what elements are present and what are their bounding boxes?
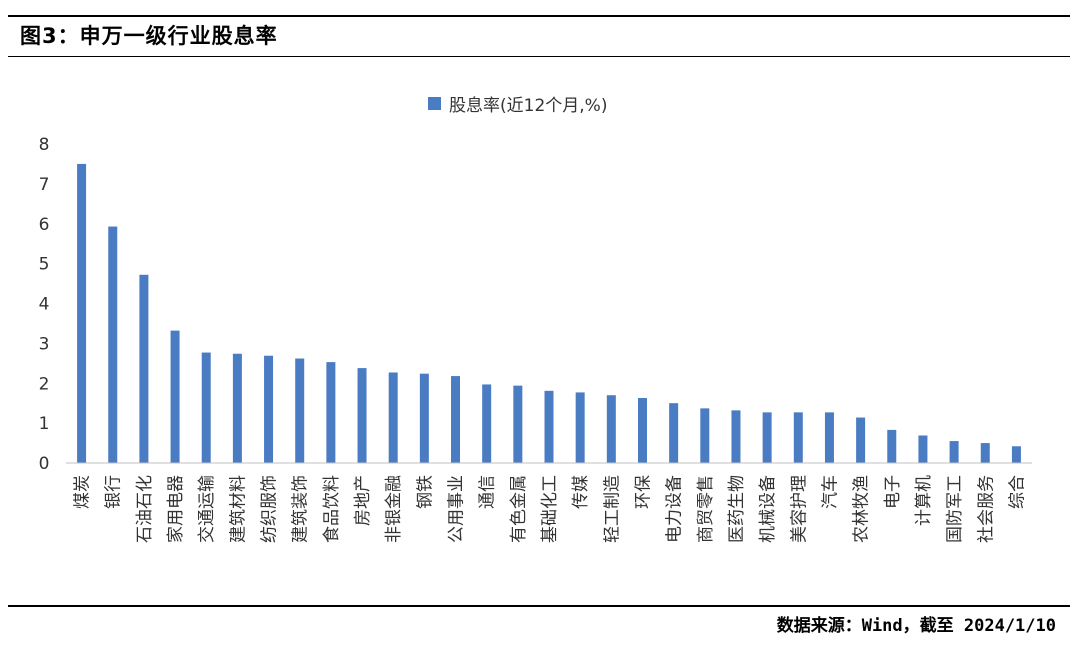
x-tick-label: 公用事业 — [447, 475, 467, 543]
chart-legend: 股息率(近12个月,%) — [428, 92, 608, 116]
bar-3 — [170, 330, 180, 463]
x-tick-label: 基础化工 — [540, 475, 560, 543]
top-rule — [8, 15, 1070, 17]
bar-13 — [482, 384, 492, 463]
x-tick-label: 建筑装饰 — [291, 475, 311, 543]
bar-4 — [201, 352, 211, 463]
y-tick-label: 3 — [39, 334, 50, 354]
x-tick-label: 汽车 — [820, 475, 840, 509]
x-tick-label: 医药生物 — [727, 475, 747, 543]
x-tick-label: 银行 — [104, 475, 124, 509]
bar-30 — [1011, 446, 1021, 463]
x-tick-label: 机械设备 — [758, 475, 778, 543]
legend-label: 股息率(近12个月,%) — [449, 95, 608, 116]
x-tick-label: 食品饮料 — [322, 475, 342, 543]
x-tick-label: 建筑材料 — [228, 475, 248, 543]
x-tick-label: 农林牧渔 — [852, 475, 872, 543]
bar-12 — [451, 376, 461, 463]
bar-8 — [326, 362, 336, 463]
y-axis-ticks: 0 1 2 3 4 5 6 7 8 — [39, 135, 50, 474]
x-tick-label: 传媒 — [571, 475, 591, 509]
y-tick-label: 7 — [39, 175, 50, 195]
x-tick-label: 国防军工 — [945, 475, 965, 543]
bar-22 — [762, 412, 772, 463]
x-tick-label: 社会服务 — [976, 475, 996, 543]
bar-7 — [295, 358, 305, 463]
x-tick-label: 纺织服饰 — [260, 475, 280, 543]
y-tick-label: 8 — [39, 135, 50, 155]
x-tick-label: 计算机 — [914, 475, 934, 526]
x-tick-label: 钢铁 — [415, 475, 435, 509]
x-tick-label: 有色金属 — [509, 475, 529, 543]
x-tick-label: 石油石化 — [135, 475, 155, 543]
bar-2 — [139, 274, 149, 463]
bar-25 — [856, 417, 866, 463]
bar-5 — [232, 353, 242, 463]
bar-15 — [544, 390, 554, 463]
bar-23 — [793, 412, 803, 463]
bar-20 — [700, 408, 710, 463]
bar-6 — [264, 355, 274, 463]
x-tick-label: 综合 — [1007, 475, 1027, 509]
x-tick-label: 家用电器 — [166, 475, 186, 543]
y-tick-label: 0 — [39, 454, 50, 474]
x-tick-label: 电子 — [883, 475, 903, 509]
bar-chart: 0 1 2 3 4 5 6 7 8 煤炭 银行 石油石化 家用电器 交通运输 建筑材料 纺织服饰 建筑装饰 食品… — [39, 135, 1032, 543]
y-tick-label: 6 — [39, 215, 50, 235]
x-tick-label: 轻工制造 — [602, 475, 622, 543]
x-axis-labels: 煤炭 银行 石油石化 家用电器 交通运输 建筑材料 纺织服饰 建筑装饰 食品饮料 房地产 非银金融钢… — [73, 475, 1028, 543]
bar-9 — [357, 368, 367, 463]
y-tick-label: 4 — [39, 295, 50, 315]
x-tick-label: 非银金融 — [384, 475, 404, 543]
y-tick-label: 1 — [39, 414, 50, 434]
bar-10 — [388, 372, 398, 463]
bar-11 — [419, 373, 429, 463]
bar-1 — [108, 226, 118, 463]
x-tick-label: 商贸零售 — [696, 475, 716, 543]
bar-27 — [918, 435, 928, 463]
x-tick-label: 煤炭 — [73, 475, 93, 509]
title-rule — [8, 56, 1070, 57]
y-tick-label: 5 — [39, 255, 50, 275]
bar-16 — [575, 392, 585, 463]
bar-18 — [637, 398, 647, 463]
bar-19 — [669, 403, 679, 463]
bar-24 — [824, 412, 834, 463]
bar-17 — [606, 395, 616, 463]
bar-21 — [731, 410, 741, 463]
x-tick-label: 电力设备 — [665, 475, 685, 543]
x-tick-label: 通信 — [478, 475, 498, 509]
bar-14 — [513, 385, 523, 463]
bars — [77, 163, 1021, 463]
x-tick-label: 环保 — [633, 475, 653, 509]
figure-title: 图3：申万一级行业股息率 — [20, 24, 278, 48]
legend-swatch — [428, 96, 441, 110]
y-tick-label: 2 — [39, 374, 50, 394]
x-tick-label: 美容护理 — [789, 475, 809, 543]
bar-29 — [980, 443, 990, 463]
bottom-rule — [8, 605, 1070, 607]
bar-28 — [949, 441, 959, 463]
bar-0 — [77, 163, 87, 463]
x-tick-label: 房地产 — [353, 475, 373, 526]
source-note: 数据来源：Wind，截至 2024/1/10 — [776, 616, 1056, 636]
x-tick-label: 交通运输 — [197, 475, 217, 543]
bar-26 — [887, 429, 897, 463]
